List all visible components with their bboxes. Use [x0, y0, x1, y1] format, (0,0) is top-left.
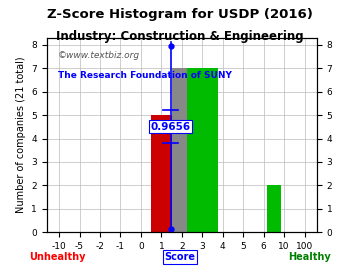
Text: The Research Foundation of SUNY: The Research Foundation of SUNY — [58, 71, 231, 80]
Bar — [151, 115, 172, 232]
Y-axis label: Number of companies (21 total): Number of companies (21 total) — [16, 57, 26, 213]
Text: Healthy: Healthy — [288, 252, 331, 262]
Text: Z-Score Histogram for USDP (2016): Z-Score Histogram for USDP (2016) — [47, 8, 313, 21]
Text: ©www.textbiz.org: ©www.textbiz.org — [58, 51, 140, 60]
Text: Score: Score — [165, 252, 195, 262]
Bar — [187, 68, 217, 232]
Text: Unhealthy: Unhealthy — [29, 252, 85, 262]
Text: 0.9656: 0.9656 — [150, 122, 190, 132]
Bar — [267, 185, 281, 232]
Text: Industry: Construction & Engineering: Industry: Construction & Engineering — [56, 30, 304, 43]
Bar — [172, 68, 192, 232]
